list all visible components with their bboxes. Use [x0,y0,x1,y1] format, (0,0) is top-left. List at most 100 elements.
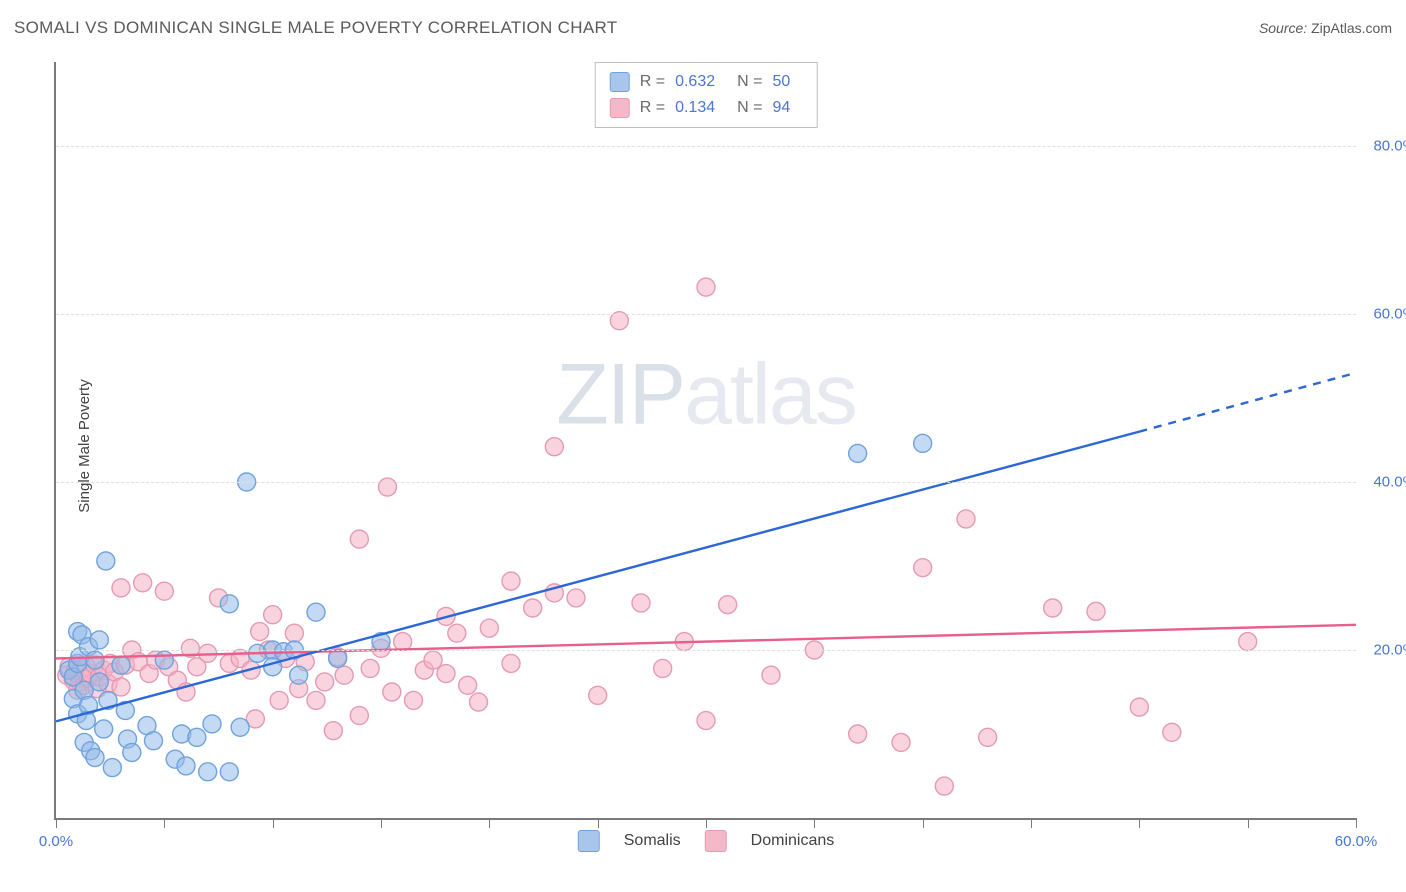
scatter-point [632,594,650,612]
scatter-point [290,666,308,684]
legend-series-a-r-value: 0.632 [675,69,715,95]
legend-label-series-a: Somalis [624,832,681,850]
legend-series-b-n-value: 94 [772,95,790,121]
scatter-point [394,633,412,651]
source-value: ZipAtlas.com [1311,20,1392,36]
chart-svg-layer [56,62,1356,818]
scatter-point [502,572,520,590]
legend-row-series-b: R = 0.134 N = 94 [610,95,803,121]
gridline [56,482,1356,483]
scatter-point [361,659,379,677]
x-tick [1248,818,1249,828]
scatter-point [316,673,334,691]
scatter-point [350,707,368,725]
scatter-point [307,603,325,621]
scatter-point [1239,633,1257,651]
legend-swatch-series-b [610,98,630,118]
scatter-point [448,624,466,642]
correlation-legend: R = 0.632 N = 50 R = 0.134 N = 94 [595,62,818,128]
scatter-point [112,579,130,597]
scatter-point [545,438,563,456]
series-legend: Somalis Dominicans [578,830,835,852]
scatter-point [350,530,368,548]
scatter-point [1163,723,1181,741]
scatter-point [231,718,249,736]
x-tick [1356,818,1357,828]
scatter-point [589,686,607,704]
scatter-point [654,659,672,677]
x-tick [923,818,924,828]
source-label: Source: [1259,20,1307,36]
x-tick [381,818,382,828]
gridline [56,314,1356,315]
scatter-point [1087,602,1105,620]
scatter-point [849,444,867,462]
y-tick-label: 80.0% [1360,138,1406,155]
scatter-point [470,693,488,711]
scatter-point [719,596,737,614]
legend-r-label: R = [640,69,665,95]
y-tick-label: 20.0% [1360,642,1406,659]
legend-swatch-series-b [705,830,727,852]
scatter-point [892,733,910,751]
scatter-point [145,732,163,750]
legend-label-series-b: Dominicans [751,832,835,850]
x-tick-label: 60.0% [1335,833,1378,850]
scatter-point [199,763,217,781]
scatter-point [1130,698,1148,716]
x-tick [1139,818,1140,828]
scatter-point [112,656,130,674]
scatter-point [86,749,104,767]
scatter-point [155,582,173,600]
scatter-point [307,691,325,709]
scatter-point [97,552,115,570]
scatter-point [524,599,542,617]
chart-title: SOMALI VS DOMINICAN SINGLE MALE POVERTY … [14,18,617,38]
scatter-point [437,665,455,683]
x-tick [1031,818,1032,828]
regression-line [56,432,1139,722]
scatter-point [134,574,152,592]
scatter-point [383,683,401,701]
scatter-point [335,666,353,684]
x-tick [598,818,599,828]
scatter-point [155,651,173,669]
scatter-point [849,725,867,743]
legend-series-a-n-value: 50 [772,69,790,95]
scatter-point [697,278,715,296]
scatter-point [567,589,585,607]
scatter-point [188,728,206,746]
scatter-point [424,651,442,669]
scatter-point [480,619,498,637]
x-tick [706,818,707,828]
scatter-point [914,434,932,452]
scatter-point [957,510,975,528]
x-tick [164,818,165,828]
scatter-point [285,624,303,642]
legend-r-label: R = [640,95,665,121]
gridline [56,146,1356,147]
scatter-point [264,658,282,676]
legend-swatch-series-a [610,72,630,92]
gridline [56,650,1356,651]
scatter-point [264,606,282,624]
legend-n-label: N = [737,69,762,95]
scatter-point [123,743,141,761]
y-tick-label: 40.0% [1360,474,1406,491]
scatter-point [1044,599,1062,617]
y-tick-label: 60.0% [1360,306,1406,323]
scatter-point [270,691,288,709]
scatter-point [90,673,108,691]
x-tick [489,818,490,828]
scatter-point [379,478,397,496]
scatter-point [251,623,269,641]
scatter-point [90,631,108,649]
scatter-point [103,759,121,777]
x-tick-label: 0.0% [39,833,73,850]
scatter-point [502,654,520,672]
legend-series-b-r-value: 0.134 [675,95,715,121]
scatter-point [914,559,932,577]
scatter-point [405,691,423,709]
scatter-point [86,651,104,669]
scatter-point [324,722,342,740]
